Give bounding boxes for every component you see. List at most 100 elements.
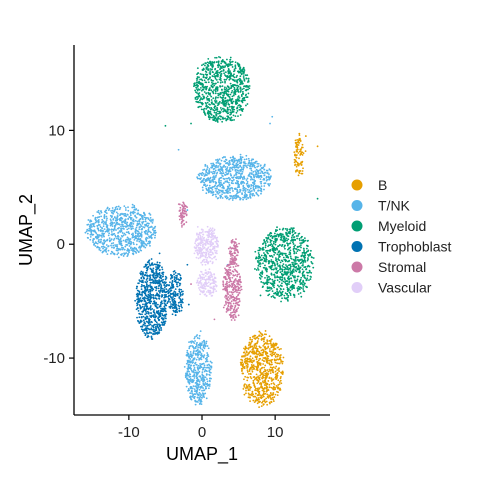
data-point xyxy=(244,189,247,192)
data-point xyxy=(161,268,164,271)
data-point xyxy=(210,63,212,66)
data-point xyxy=(211,71,214,73)
data-point xyxy=(145,302,148,304)
data-point xyxy=(215,190,217,192)
data-point xyxy=(209,76,211,79)
data-point xyxy=(280,375,282,378)
data-point xyxy=(137,233,139,235)
data-point xyxy=(224,65,226,68)
data-point xyxy=(107,234,110,237)
data-point xyxy=(97,236,100,239)
data-point xyxy=(209,176,212,179)
data-point xyxy=(145,331,148,334)
data-point xyxy=(294,232,296,235)
data-point xyxy=(154,234,157,237)
data-point xyxy=(190,398,192,401)
data-point xyxy=(259,346,262,349)
data-point xyxy=(222,110,225,113)
data-point xyxy=(124,225,126,228)
data-point xyxy=(130,225,132,228)
data-point xyxy=(200,358,203,361)
data-point xyxy=(187,367,190,369)
data-point xyxy=(220,102,223,104)
data-point xyxy=(243,393,246,396)
data-point xyxy=(200,353,203,355)
data-point xyxy=(243,177,246,180)
data-point xyxy=(152,332,155,335)
data-point xyxy=(217,184,219,187)
data-point xyxy=(295,165,298,168)
data-point xyxy=(264,372,267,375)
data-point xyxy=(219,165,222,168)
data-point xyxy=(293,294,296,297)
data-point xyxy=(264,351,267,354)
data-point xyxy=(262,390,265,393)
data-point xyxy=(237,64,240,67)
data-point xyxy=(96,224,99,227)
data-point xyxy=(246,103,249,105)
data-point xyxy=(140,225,143,228)
data-point xyxy=(136,240,138,242)
data-point xyxy=(191,355,193,357)
data-point xyxy=(156,263,158,266)
data-point xyxy=(249,175,251,178)
data-point xyxy=(269,366,272,369)
data-point xyxy=(301,268,304,271)
data-point xyxy=(213,89,215,91)
data-point xyxy=(111,233,113,236)
data-point xyxy=(261,243,264,245)
data-point xyxy=(226,168,229,170)
data-point xyxy=(202,346,205,349)
data-point xyxy=(242,161,245,164)
data-point xyxy=(223,86,226,89)
data-point xyxy=(213,177,216,180)
data-point xyxy=(271,244,274,247)
data-point xyxy=(294,259,296,262)
data-point xyxy=(266,286,269,289)
data-point xyxy=(228,103,231,106)
data-point xyxy=(213,73,216,76)
data-point xyxy=(272,400,275,403)
data-point xyxy=(117,223,120,225)
data-point xyxy=(220,96,223,99)
data-point xyxy=(267,355,270,358)
data-point xyxy=(115,249,118,252)
data-point xyxy=(144,246,147,249)
data-point xyxy=(301,154,304,156)
data-point xyxy=(296,278,299,281)
data-point xyxy=(206,364,209,367)
data-point xyxy=(249,167,252,170)
data-point xyxy=(155,311,158,314)
data-point xyxy=(98,248,101,251)
data-point xyxy=(298,245,301,248)
data-point xyxy=(245,154,248,157)
data-point xyxy=(192,385,195,388)
data-point xyxy=(124,239,127,242)
data-point xyxy=(228,95,230,98)
data-point xyxy=(246,354,249,356)
data-point xyxy=(219,70,222,73)
data-point xyxy=(141,313,143,316)
data-point xyxy=(242,189,245,192)
data-point xyxy=(139,214,142,216)
data-point xyxy=(225,159,228,161)
data-point xyxy=(207,57,210,60)
data-point xyxy=(231,110,234,113)
data-point xyxy=(294,160,297,163)
data-point xyxy=(213,111,216,114)
data-point xyxy=(296,148,299,151)
data-point xyxy=(210,89,213,92)
data-point xyxy=(233,166,236,169)
data-point xyxy=(266,354,268,357)
data-point xyxy=(199,366,201,368)
data-point xyxy=(268,394,270,397)
data-point xyxy=(242,168,244,171)
data-point xyxy=(272,283,275,286)
data-point xyxy=(197,364,200,367)
data-point xyxy=(266,362,269,364)
data-point xyxy=(152,315,155,318)
data-point xyxy=(262,262,264,265)
data-point xyxy=(252,335,255,338)
data-point xyxy=(245,196,247,198)
data-point xyxy=(185,362,188,365)
